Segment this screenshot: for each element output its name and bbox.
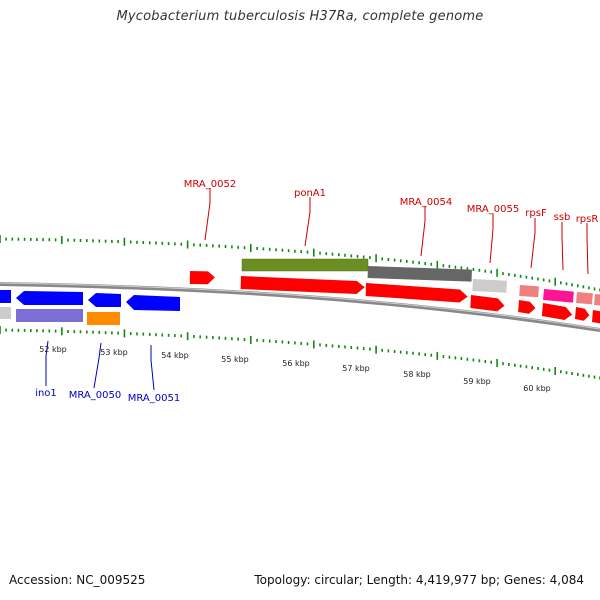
gene-label[interactable]: ponA1 [294,188,326,199]
pink-feature[interactable] [519,285,539,298]
tick-label: 52 kbp [39,345,67,354]
orange-feature[interactable] [87,312,120,325]
magenta-feature[interactable] [543,289,574,303]
tick-label: 60 kbp [523,384,551,393]
genome-backbone-highlight [0,282,600,330]
gene-label[interactable]: ino1 [35,388,57,399]
leader-mra-0054 [420,206,426,257]
gray-feature[interactable] [367,265,472,282]
gene-label[interactable]: MRA_0050 [69,390,121,401]
gene-arrow-mra-0052[interactable] [189,271,215,285]
light-gray-feature[interactable] [0,307,11,319]
tick-label: 54 kbp [161,351,189,360]
pale-blue-feature[interactable] [16,309,83,322]
genome-backbone [0,282,600,332]
tick-label: 53 kbp [100,348,128,357]
plus-strand-genes [189,271,600,324]
leader-pona1 [304,197,311,247]
tick-label: 58 kbp [403,370,431,379]
gene-label[interactable]: rpsF [525,208,547,219]
genome-summary: Topology: circular; Length: 4,419,977 bp… [254,573,584,587]
gene-label[interactable]: MRA_0052 [184,179,236,190]
tick-label: 59 kbp [463,377,491,386]
tick-label: 56 kbp [282,359,310,368]
gene-arrow-rpsf[interactable] [518,300,536,314]
leader-mra-0055 [489,214,494,264]
feature-track-inner [0,307,120,325]
gene-arrow-red[interactable] [591,310,600,324]
leader-rpsr [586,223,589,275]
feature-track-outer [241,258,600,306]
leader-ino1 [45,340,49,386]
tick-label: 55 kbp [221,355,249,364]
gene-arrow-ssb[interactable] [541,303,573,321]
gene-arrow-blue[interactable] [0,290,11,303]
light-gray-feature[interactable] [472,279,507,293]
leader-mra-0051 [150,345,155,391]
gene-arrow-mra-0055[interactable] [470,295,505,312]
gene-arrow-pona1[interactable] [240,276,365,295]
leader-mra-0052 [204,188,211,241]
gene-arrow-mra-0054[interactable] [365,283,468,303]
gene-label[interactable]: MRA_0051 [128,393,180,404]
gene-label[interactable]: MRA_0055 [467,204,519,215]
minus-strand-genes [0,290,180,311]
page-title: Mycobacterium tuberculosis H37Ra, comple… [116,9,484,24]
gene-arrow-mra-0050[interactable] [88,293,121,307]
leader-ssb [561,222,564,271]
bottom-tick-row [0,326,600,380]
gene-label[interactable]: rpsR [576,214,599,225]
leader-rpsf [530,218,536,269]
gene-arrow-rpsr[interactable] [574,307,590,321]
pink-feature[interactable] [576,292,593,305]
pink-feature[interactable] [594,294,600,306]
gene-label[interactable]: MRA_0054 [400,197,452,208]
label-leaders [45,188,589,391]
gene-arrow-ino1[interactable] [16,291,83,305]
gene-arrow-mra-0051[interactable] [126,295,180,311]
gene-label[interactable]: ssb [554,212,571,223]
tick-label: 57 kbp [342,364,370,373]
leader-mra-0050 [93,342,102,389]
olive-feature[interactable] [241,258,369,272]
accession-label: Accession: NC_009525 [9,573,146,587]
top-tick-row [0,235,600,292]
